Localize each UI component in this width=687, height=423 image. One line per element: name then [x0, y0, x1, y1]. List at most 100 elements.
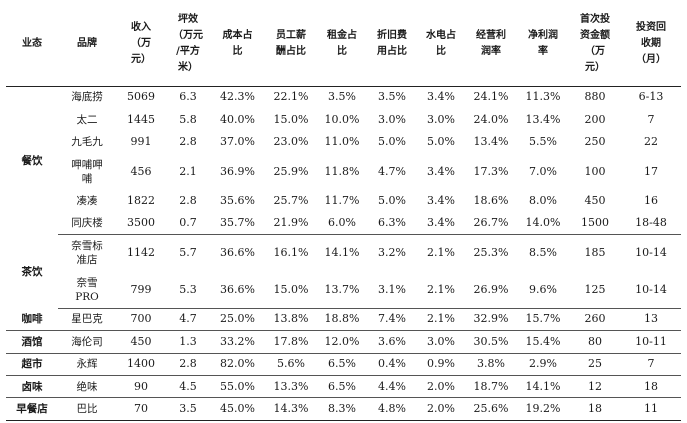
- header-cell: 首次投 资金额 （万 元）: [569, 2, 621, 87]
- value-cell: 4.5: [166, 375, 210, 399]
- value-cell: 90: [116, 375, 166, 399]
- header-cell: 水电占比: [417, 2, 465, 87]
- value-cell: 3.8%: [465, 353, 517, 376]
- value-cell: 5.6%: [265, 353, 317, 376]
- value-cell: 5.7: [179, 246, 197, 260]
- value-cell: 3.1%: [367, 271, 417, 309]
- value-cell: 24.0%: [473, 112, 509, 126]
- value-cell: 33.2%: [210, 330, 265, 354]
- value-cell: 6.3%: [367, 212, 417, 236]
- value-cell: 250: [584, 135, 606, 149]
- value-cell: 991: [130, 135, 152, 149]
- value-cell: 25.9%: [273, 164, 309, 178]
- value-cell: 5.0%: [378, 135, 406, 149]
- header-cell: 业态: [6, 2, 58, 87]
- value-cell: 25.0%: [210, 308, 265, 332]
- value-cell: 8.0%: [529, 194, 557, 208]
- value-cell: 18.7%: [465, 375, 517, 399]
- value-cell: 7: [621, 353, 681, 376]
- brand-cell: 奈雪 PRO: [58, 271, 116, 309]
- value-cell: 37.0%: [220, 135, 255, 149]
- value-cell: 15.0%: [265, 271, 317, 309]
- value-cell: 13.4%: [473, 135, 509, 149]
- table-row: 卤味 绝味 90 4.5 55.0% 13.3% 6.5% 4.4% 2.0% 18.7% 14.1…: [6, 375, 681, 399]
- value-cell: 3.6%: [367, 330, 417, 354]
- value-cell: 80: [569, 330, 621, 354]
- value-cell: 7: [647, 112, 655, 126]
- brand-cell: 凑凑: [76, 195, 98, 208]
- value-cell: 185: [584, 246, 606, 260]
- value-cell: 3.4%: [427, 194, 455, 208]
- header-row: 业态 品牌 收入 （万 元） 坪效 （万元/平方 米） 成本占比 员工薪 酬占比 租金占比…: [6, 2, 681, 87]
- value-cell: 70: [116, 397, 166, 421]
- category-cell: 茶饮: [21, 265, 43, 278]
- brand-cell: 海伦司: [58, 330, 116, 354]
- value-cell: 13.7%: [317, 271, 367, 309]
- value-cell: 6.5%: [317, 353, 367, 376]
- value-cell: 5.5%: [529, 135, 557, 149]
- value-cell: 4.4%: [367, 375, 417, 399]
- header-cell: 净利润率: [517, 2, 569, 87]
- value-cell: 2.9%: [517, 353, 569, 376]
- value-cell: 22: [644, 135, 658, 149]
- value-cell: 4.8%: [367, 397, 417, 421]
- value-cell: 7.4%: [367, 308, 417, 332]
- value-cell: 25.7%: [273, 194, 309, 208]
- value-cell: 14.1%: [517, 375, 569, 399]
- value-cell: 24.1%: [473, 90, 509, 104]
- value-cell: 8.5%: [529, 246, 557, 260]
- value-cell: 3.4%: [427, 164, 455, 178]
- category-cell: 酒馆: [6, 330, 58, 354]
- value-cell: 3.2%: [378, 246, 406, 260]
- value-cell: 2.0%: [417, 397, 465, 421]
- value-cell: 13.3%: [265, 375, 317, 399]
- value-cell: 11.0%: [324, 135, 360, 149]
- value-cell: 17.8%: [265, 330, 317, 354]
- value-cell: 3.5%: [378, 90, 406, 104]
- brand-cell: 呷哺呷哺: [71, 158, 103, 185]
- header-cell: 品牌: [58, 2, 116, 87]
- value-cell: 5.0%: [427, 135, 455, 149]
- value-cell: 700: [116, 308, 166, 332]
- value-cell: 16.1%: [273, 246, 309, 260]
- value-cell: 2.1%: [417, 308, 465, 332]
- value-cell: 6-13: [638, 90, 664, 104]
- value-cell: 3.5: [166, 397, 210, 421]
- value-cell: 25.3%: [473, 246, 509, 260]
- value-cell: 3.5%: [328, 90, 356, 104]
- header-cell: 投资回 收期 （月）: [621, 2, 681, 87]
- value-cell: 2.1%: [427, 246, 455, 260]
- value-cell: 1445: [127, 112, 155, 126]
- value-cell: 3.4%: [417, 212, 465, 236]
- table-row: 凑凑 1822 2.8 35.6% 25.7% 11.7% 5.0% 3.4% 18.6% 8.0…: [6, 190, 681, 212]
- value-cell: 25.6%: [465, 397, 517, 421]
- header-cell: 折旧费 用占比: [367, 2, 417, 87]
- table-row: 酒馆 海伦司 450 1.3 33.2% 17.8% 12.0% 3.6% 3.0% 30.5% 1…: [6, 330, 681, 354]
- value-cell: 18.6%: [473, 194, 509, 208]
- value-cell: 10-11: [621, 330, 681, 354]
- value-cell: 11.7%: [324, 194, 360, 208]
- value-cell: 14.1%: [324, 246, 360, 260]
- value-cell: 4.7: [166, 308, 210, 332]
- value-cell: 3.0%: [378, 112, 406, 126]
- table-body: 餐饮 海底捞 5069 6.3 42.3% 22.1% 3.5% 3.5% 3.4% 24.1% 1…: [6, 86, 681, 421]
- store-economics-table: 业态 品牌 收入 （万 元） 坪效 （万元/平方 米） 成本占比 员工薪 酬占比 租金占比…: [6, 2, 681, 421]
- value-cell: 260: [569, 308, 621, 332]
- value-cell: 36.6%: [210, 271, 265, 309]
- value-cell: 3.0%: [417, 330, 465, 354]
- value-cell: 799: [116, 271, 166, 309]
- value-cell: 19.2%: [517, 397, 569, 421]
- value-cell: 11: [621, 397, 681, 421]
- value-cell: 0.9%: [417, 353, 465, 376]
- table-row: 九毛九 991 2.8 37.0% 23.0% 11.0% 5.0% 5.0% 13.4% 5.5…: [6, 131, 681, 153]
- table-row: 早餐店 巴比 70 3.5 45.0% 14.3% 8.3% 4.8% 2.0% 25.6% 19.…: [6, 397, 681, 421]
- value-cell: 82.0%: [210, 353, 265, 376]
- value-cell: 10.0%: [324, 112, 360, 126]
- value-cell: 1500: [569, 212, 621, 236]
- value-cell: 23.0%: [273, 135, 309, 149]
- value-cell: 2.1: [179, 164, 197, 178]
- value-cell: 3500: [116, 212, 166, 236]
- value-cell: 6.0%: [317, 212, 367, 236]
- value-cell: 42.3%: [220, 90, 255, 104]
